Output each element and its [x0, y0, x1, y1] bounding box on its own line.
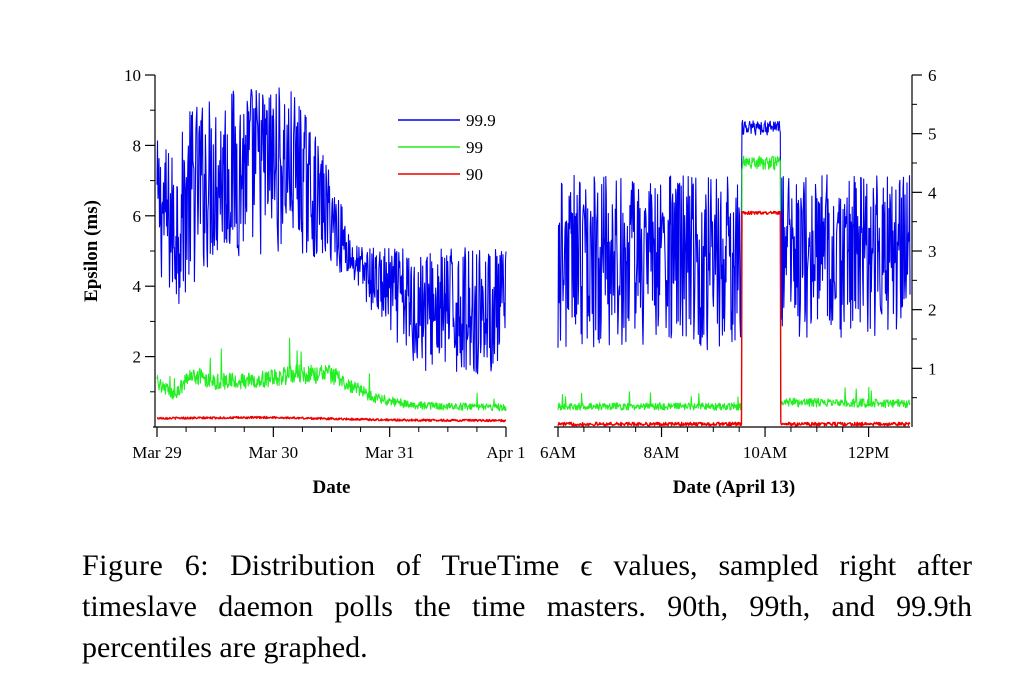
- caption-text: Distribution of TrueTime ϵ values, sampl…: [82, 549, 972, 664]
- legend-label: 99.9: [466, 111, 496, 130]
- series-line-90: [557, 210, 911, 427]
- y-tick-label: 8: [133, 136, 142, 155]
- series-line-99: [156, 337, 507, 412]
- series-line-90: [156, 415, 507, 423]
- y-tick-label: 6: [928, 66, 937, 85]
- y-tick-label: 6: [133, 207, 142, 226]
- series-line-99-9: [156, 87, 507, 375]
- series-line-99-9: [557, 119, 911, 351]
- x-tick-label: Mar 29: [132, 443, 182, 462]
- y-tick-label: 4: [928, 183, 937, 202]
- x-tick-label: 6AM: [540, 443, 576, 462]
- x-tick-label: 8AM: [644, 443, 680, 462]
- left-chart: 2 4 6 8 10 Mar 29 Mar 30 Mar 31 Apr 1 Date Epsilon…: [81, 66, 526, 498]
- y-tick-label: 3: [928, 242, 937, 261]
- right-chart: 1 2 3 4 5 6 6AM 8AM 10AM 12PM Date (April 13): [540, 66, 937, 498]
- x-axis-title: Date (April 13): [673, 477, 795, 498]
- y-tick-label: 5: [928, 125, 937, 144]
- legend-label: 99: [466, 138, 483, 157]
- y-tick-label: 10: [124, 66, 141, 85]
- figure-caption: Figure 6: Distribution of TrueTime ϵ val…: [82, 545, 972, 668]
- y-tick-label: 1: [928, 359, 937, 378]
- caption-label: Figure 6:: [82, 549, 210, 582]
- y-tick-label: 2: [133, 348, 142, 367]
- y-tick-label: 4: [133, 277, 142, 296]
- x-tick-label: Mar 31: [365, 443, 415, 462]
- x-tick-label: Mar 30: [249, 443, 299, 462]
- x-tick-label: Apr 1: [486, 443, 525, 462]
- x-tick-label: 12PM: [848, 443, 890, 462]
- series-line-99: [557, 155, 911, 411]
- figure: 2 4 6 8 10 Mar 29 Mar 30 Mar 31 Apr 1 Date Epsilon…: [81, 66, 937, 498]
- y-tick-label: 2: [928, 301, 937, 320]
- x-tick-label: 10AM: [743, 443, 787, 462]
- y-axis-title: Epsilon (ms): [81, 200, 102, 302]
- legend-label: 90: [466, 165, 483, 184]
- x-axis-title: Date: [313, 477, 351, 498]
